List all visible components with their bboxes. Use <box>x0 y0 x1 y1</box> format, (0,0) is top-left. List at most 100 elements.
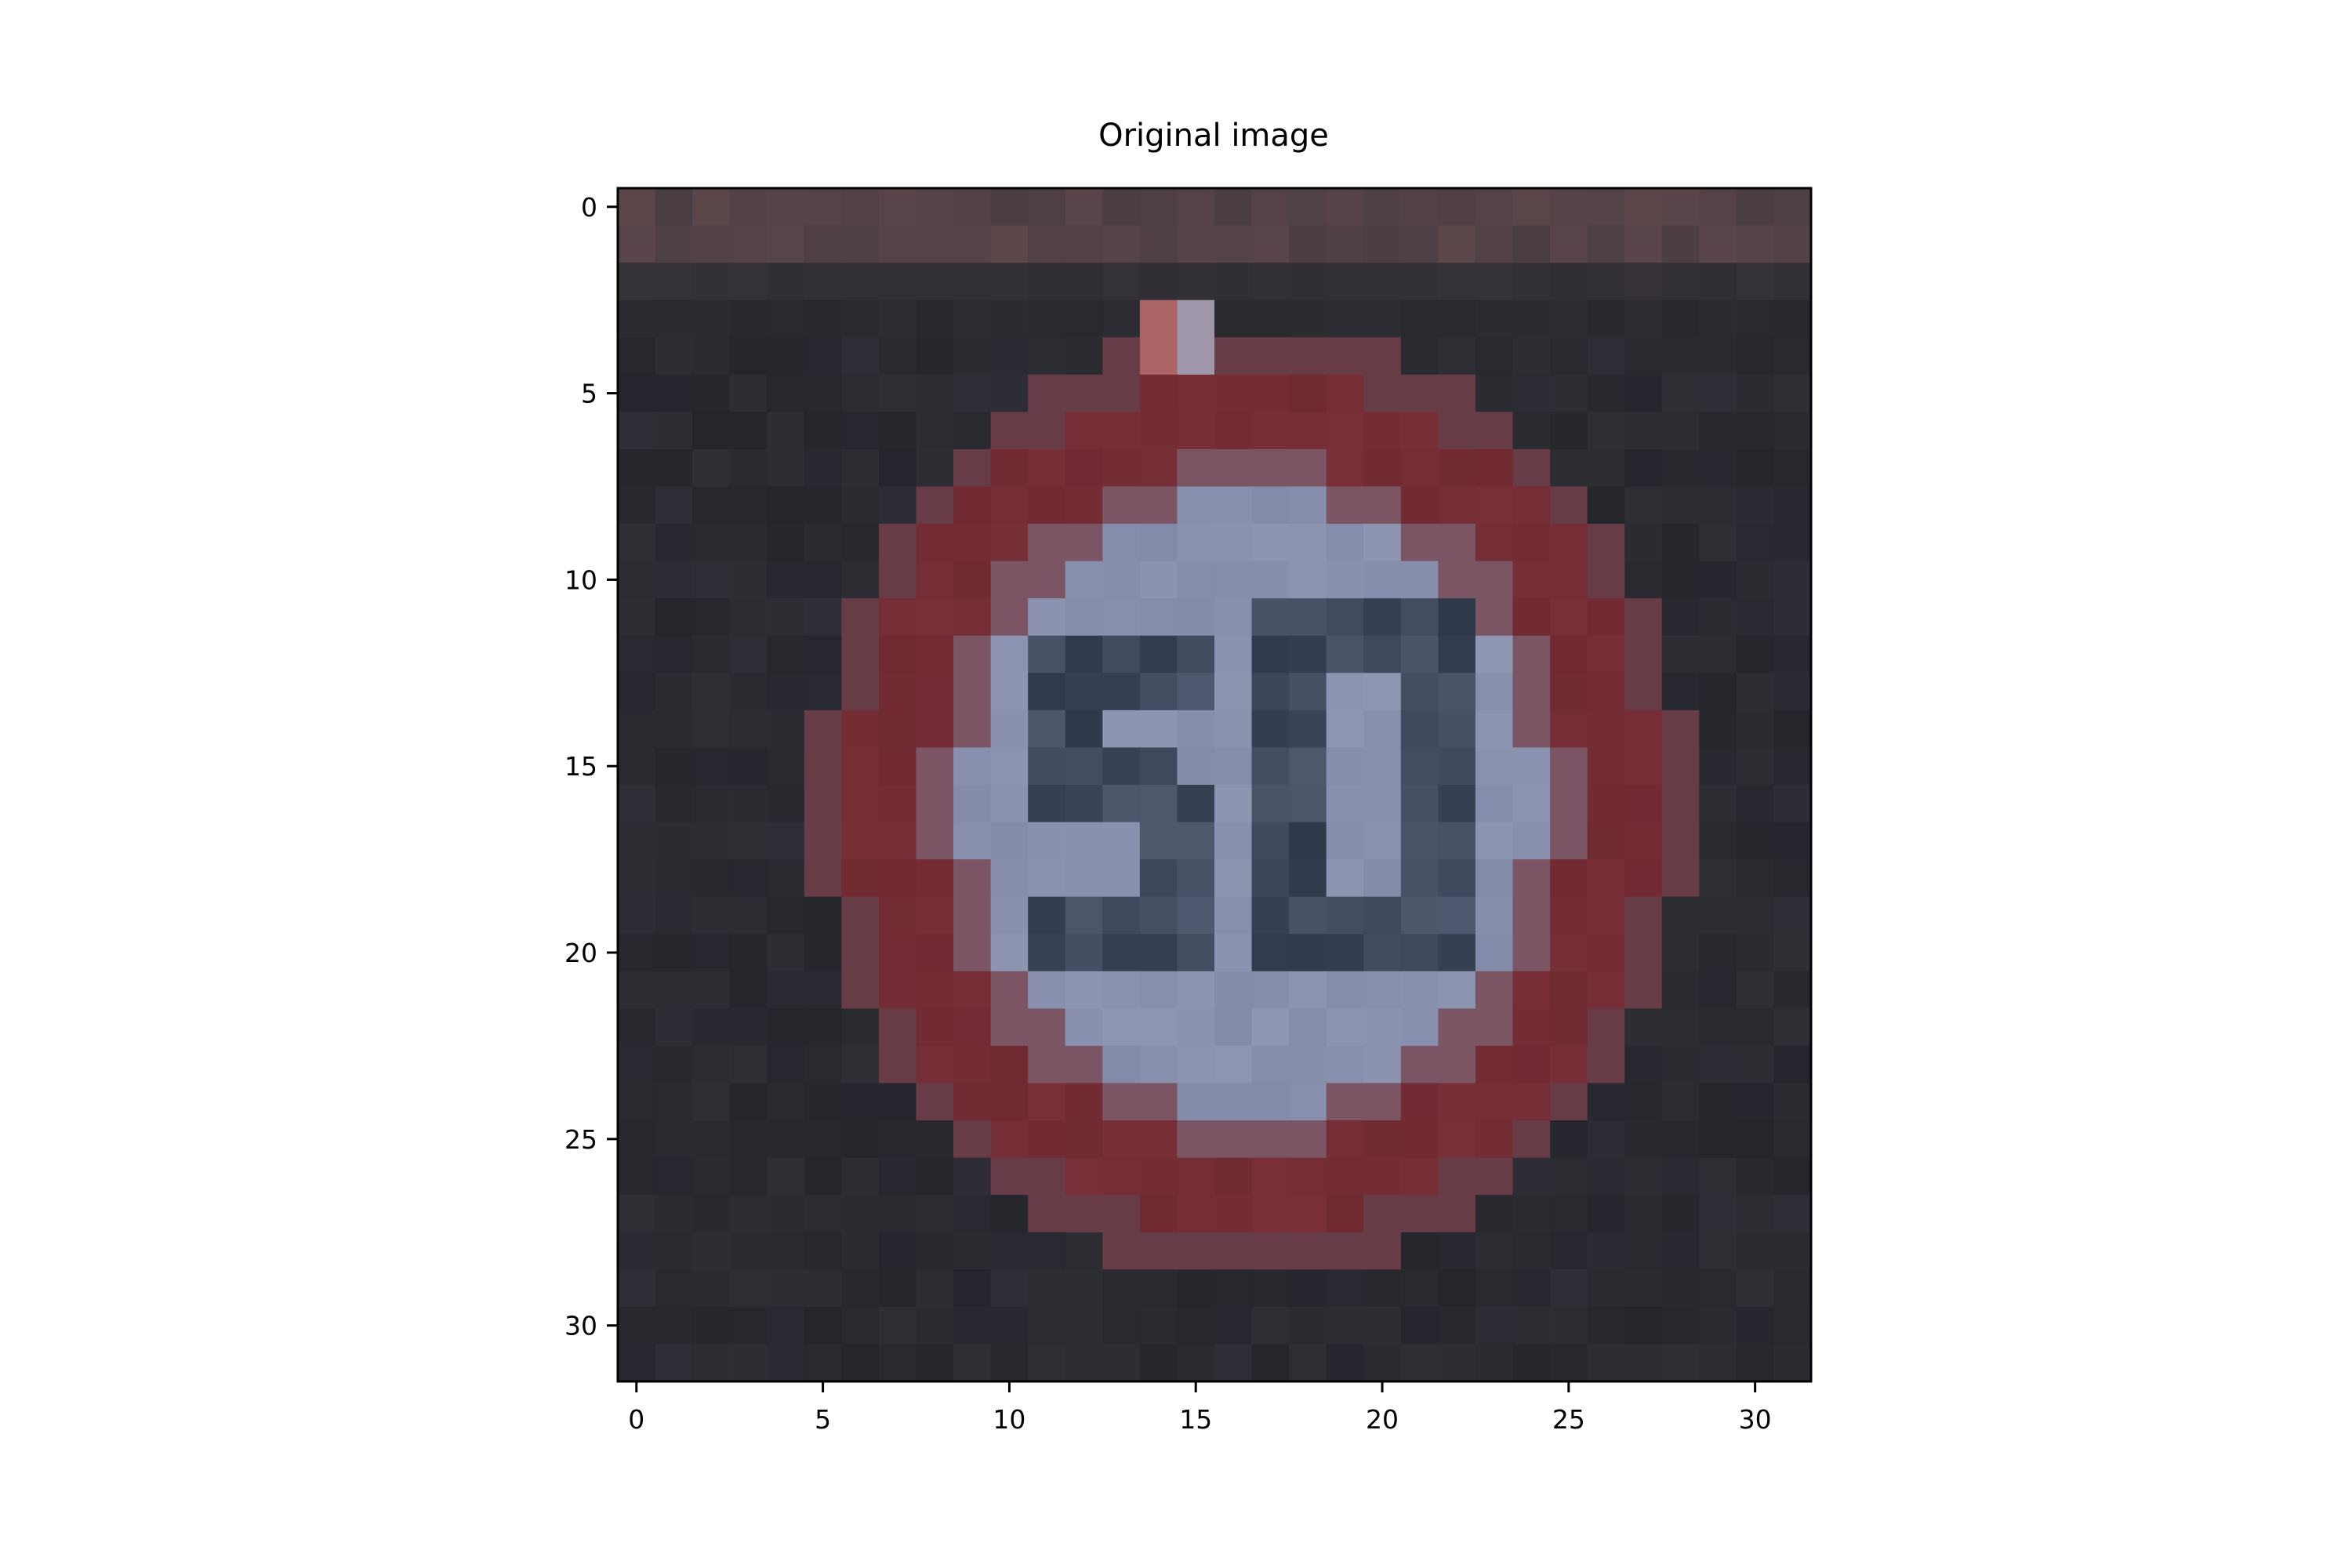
image-pixel <box>1028 1306 1066 1345</box>
image-pixel <box>1102 337 1141 376</box>
image-pixel <box>990 1083 1029 1121</box>
image-pixel <box>1028 1157 1066 1196</box>
image-pixel <box>767 299 805 338</box>
image-pixel <box>1773 785 1812 823</box>
image-pixel <box>953 1008 992 1047</box>
image-pixel <box>1400 188 1439 227</box>
image-pixel <box>1736 822 1775 860</box>
image-pixel <box>1102 822 1141 860</box>
image-pixel <box>1699 635 1737 673</box>
image-pixel <box>1251 188 1290 227</box>
image-pixel <box>1587 859 1625 898</box>
image-pixel <box>1773 524 1812 562</box>
image-pixel <box>1065 1269 1103 1308</box>
image-pixel <box>1214 448 1253 488</box>
image-pixel <box>1028 1083 1066 1121</box>
image-pixel <box>804 1157 842 1196</box>
image-pixel <box>1587 934 1625 972</box>
image-pixel <box>1699 598 1737 637</box>
image-pixel <box>1102 971 1141 1009</box>
image-pixel <box>618 934 656 972</box>
image-pixel <box>1400 374 1439 412</box>
image-pixel <box>1251 673 1290 711</box>
image-pixel <box>804 1045 842 1084</box>
image-pixel <box>1139 1045 1178 1084</box>
image-pixel <box>1699 1195 1737 1233</box>
image-pixel <box>767 1083 805 1121</box>
image-pixel <box>1661 1195 1700 1233</box>
image-pixel <box>1214 635 1253 673</box>
image-pixel <box>767 412 805 450</box>
image-pixel <box>990 1120 1029 1159</box>
image-pixel <box>878 598 917 637</box>
image-pixel <box>804 263 842 301</box>
image-pixel <box>1065 785 1103 823</box>
image-pixel <box>1139 1344 1178 1382</box>
image-pixel <box>767 561 805 599</box>
image-pixel <box>692 299 731 338</box>
image-pixel <box>1028 1008 1066 1047</box>
image-pixel <box>729 225 768 263</box>
image-pixel <box>1550 1083 1588 1121</box>
image-pixel <box>729 673 768 711</box>
image-pixel <box>1587 1195 1625 1233</box>
image-pixel <box>618 673 656 711</box>
image-pixel <box>953 1306 992 1345</box>
image-pixel <box>1587 561 1625 599</box>
image-pixel <box>1475 1008 1514 1047</box>
image-pixel <box>1326 1195 1364 1233</box>
image-pixel <box>1400 673 1439 711</box>
image-pixel <box>1773 337 1812 376</box>
image-pixel <box>916 486 954 524</box>
image-pixel <box>1661 1083 1700 1121</box>
image-pixel <box>1139 1083 1178 1121</box>
image-pixel <box>1102 1120 1141 1159</box>
image-pixel <box>1214 1344 1253 1382</box>
image-pixel <box>1438 1045 1476 1084</box>
image-pixel <box>804 710 842 749</box>
image-pixel <box>804 896 842 935</box>
image-pixel <box>1214 561 1253 599</box>
image-pixel <box>1028 561 1066 599</box>
image-pixel <box>1699 1120 1737 1159</box>
image-pixel <box>1326 971 1364 1009</box>
image-pixel <box>1028 896 1066 935</box>
image-pixel <box>1699 747 1737 786</box>
image-pixel <box>1400 524 1439 562</box>
image-pixel <box>953 188 992 227</box>
image-pixel <box>1363 337 1402 376</box>
image-pixel <box>1214 299 1253 338</box>
image-pixel <box>1102 524 1141 562</box>
image-pixel <box>655 673 693 711</box>
image-pixel <box>1438 299 1476 338</box>
image-pixel <box>1661 859 1700 898</box>
image-pixel <box>1177 1195 1215 1233</box>
image-pixel <box>1661 524 1700 562</box>
image-pixel <box>1028 1344 1066 1382</box>
image-pixel <box>1624 598 1663 637</box>
image-pixel <box>1139 1195 1178 1233</box>
image-pixel <box>1587 1008 1625 1047</box>
image-pixel <box>729 859 768 898</box>
image-pixel <box>1475 486 1514 524</box>
image-pixel <box>618 1306 656 1345</box>
image-pixel <box>1438 1306 1476 1345</box>
image-pixel <box>729 1344 768 1382</box>
image-pixel <box>1512 1120 1551 1159</box>
image-pixel <box>729 412 768 450</box>
image-pixel <box>990 1045 1029 1084</box>
image-pixel <box>1699 524 1737 562</box>
image-pixel <box>1512 486 1551 524</box>
image-pixel <box>804 374 842 412</box>
image-pixel <box>1587 1120 1625 1159</box>
image-pixel <box>1065 934 1103 972</box>
image-pixel <box>618 263 656 301</box>
image-pixel <box>1624 225 1663 263</box>
image-pixel <box>1773 1008 1812 1047</box>
image-pixel <box>841 934 880 972</box>
image-pixel <box>1773 225 1812 263</box>
axes-frame <box>616 187 1813 1383</box>
image-pixel <box>729 635 768 673</box>
image-pixel <box>1102 1269 1141 1308</box>
image-pixel <box>1624 448 1663 488</box>
